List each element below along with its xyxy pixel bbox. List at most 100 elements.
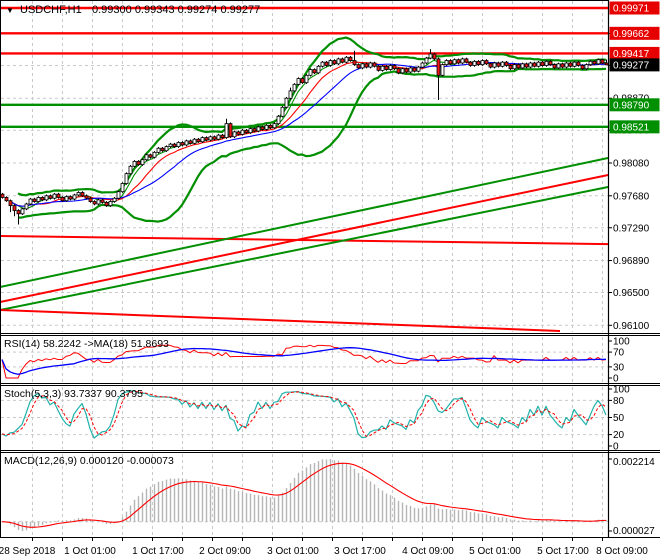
candle-body — [552, 64, 557, 69]
stoch-d-line — [1, 390, 607, 437]
candle-body — [272, 123, 277, 129]
symbol-marker-icon[interactable]: ▼ — [6, 6, 14, 15]
candle-body — [40, 197, 45, 201]
candle-body — [436, 58, 441, 76]
price-badge-label: 0.99971 — [613, 4, 650, 15]
candle-body — [56, 193, 61, 198]
candle-body — [208, 136, 213, 141]
candle-body — [184, 140, 189, 146]
candle-body — [548, 60, 553, 66]
price-badge-label: 0.99417 — [613, 49, 650, 60]
trendline[interactable] — [0, 157, 609, 288]
rsi-level-label: 70 — [613, 348, 625, 359]
candle-body — [124, 173, 129, 184]
candle-body — [164, 146, 169, 152]
candle-body — [292, 83, 297, 92]
price-tick-label: 0.98080 — [613, 159, 650, 170]
candle-body — [112, 197, 117, 202]
plot-layer[interactable] — [0, 6, 609, 531]
candle-body — [500, 61, 505, 67]
candle-body — [388, 65, 393, 70]
candle-body — [216, 134, 221, 140]
grid-layer — [1, 1, 608, 536]
stoch-level-label: 0 — [613, 442, 619, 453]
candle-body — [340, 58, 345, 63]
price-badge — [609, 58, 660, 72]
candle-body — [12, 205, 17, 211]
candle-body — [380, 65, 385, 71]
trendline[interactable] — [0, 235, 609, 246]
candle-body — [36, 197, 41, 202]
candle-body — [528, 62, 533, 68]
candle-body — [176, 142, 181, 148]
candle-body — [360, 63, 365, 69]
candle-body — [480, 60, 485, 66]
candle-body — [244, 129, 249, 134]
candle-body — [196, 138, 201, 143]
candle-body — [136, 160, 141, 166]
chart-title-ohlc: 0.99300 0.99343 0.99274 0.99277 — [92, 4, 260, 16]
candle-body — [128, 165, 133, 175]
frame-layer — [0, 0, 660, 538]
candle-body — [496, 62, 501, 67]
candle-body — [468, 61, 473, 66]
stoch-level-label: 100 — [613, 385, 630, 396]
stoch-level-label: 50 — [613, 413, 625, 424]
candle-body — [116, 191, 121, 199]
candle-body — [20, 208, 25, 215]
candle-body — [404, 68, 409, 73]
stoch-indicator-label: Stoch(5,3,3) 93.7337 90.3795 — [4, 388, 143, 400]
candle-body — [572, 61, 577, 67]
candle-body — [264, 124, 269, 130]
candle-body — [260, 126, 265, 130]
candle-body — [100, 199, 105, 203]
candle-body — [220, 134, 225, 138]
trendline[interactable] — [0, 186, 609, 311]
time-label: 5 Oct 17:00 — [537, 546, 589, 557]
macd-signal-line — [1, 462, 607, 528]
bollinger-upper-band — [17, 36, 607, 197]
candle-body — [248, 128, 253, 134]
time-label: 1 Oct 01:00 — [64, 546, 116, 557]
candle-body — [516, 64, 521, 69]
candle-body — [256, 126, 261, 132]
candle-body — [492, 62, 497, 68]
price-tick-label: 0.96100 — [613, 321, 650, 332]
candle-body — [232, 131, 237, 138]
candle-body — [108, 201, 113, 207]
text-layer: ▼ USDCHF,H1 0.99300 0.99343 0.99274 0.99… — [4, 4, 260, 467]
candles — [0, 49, 609, 225]
candle-body — [484, 60, 489, 65]
trendline[interactable] — [0, 308, 561, 332]
price-badge-label: 0.98521 — [613, 122, 650, 133]
price-tick-label: 0.97290 — [613, 223, 650, 234]
candle-body — [524, 63, 529, 68]
candle-body — [148, 154, 153, 158]
candle-body — [560, 63, 565, 68]
candle-body — [88, 197, 93, 202]
candle-body — [568, 62, 573, 67]
price-badge-label: 0.99277 — [613, 60, 650, 71]
candle-body — [84, 195, 89, 199]
candle-body — [472, 60, 477, 66]
trendline[interactable] — [0, 173, 609, 303]
price-badge-label: 0.99662 — [613, 29, 650, 40]
stoch-k-line — [1, 390, 607, 439]
moving-average-line — [9, 61, 607, 207]
candle-body — [400, 68, 405, 74]
time-label: 4 Oct 09:00 — [402, 546, 454, 557]
candle-body — [328, 60, 333, 66]
candle-body — [32, 198, 37, 202]
time-label: 5 Oct 01:00 — [469, 546, 521, 557]
candle-body — [8, 200, 13, 207]
candle-body — [212, 136, 217, 140]
candle-body — [140, 159, 145, 166]
candle-body — [476, 60, 481, 66]
candle-body — [396, 68, 401, 74]
candle-body — [156, 147, 161, 153]
candle-body — [64, 196, 69, 202]
time-label: 1 Oct 17:00 — [132, 546, 184, 557]
candle-body — [584, 64, 589, 70]
